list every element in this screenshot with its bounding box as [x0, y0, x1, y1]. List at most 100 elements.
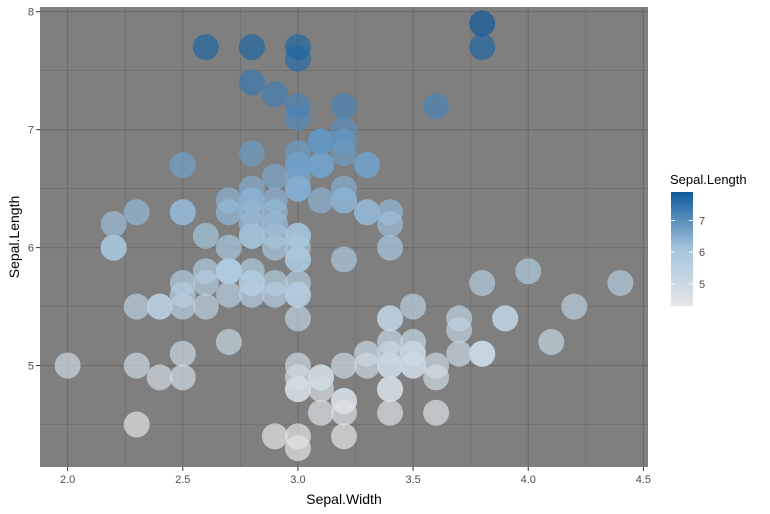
data-point [123, 411, 150, 438]
data-point [331, 399, 357, 426]
data-point [215, 234, 242, 261]
data-point [238, 199, 265, 226]
data-point [284, 175, 311, 202]
y-tick-label: 8 [28, 7, 34, 19]
data-point [238, 69, 265, 96]
data-point [354, 199, 381, 226]
data-point [215, 258, 242, 285]
x-axis: 2.0 2.5 3.0 3.5 4.0 4.5 [60, 467, 651, 486]
legend-colorbar [671, 192, 693, 306]
data-point [331, 423, 357, 450]
data-point [561, 293, 588, 320]
data-point [423, 399, 450, 426]
data-point [400, 293, 427, 320]
data-point [354, 152, 381, 179]
data-point [169, 340, 196, 367]
data-point [192, 222, 219, 249]
data-point [261, 199, 288, 226]
data-point [215, 199, 242, 226]
legend-title: Sepal.Length [670, 172, 747, 187]
data-point [284, 152, 311, 179]
data-point [423, 93, 450, 120]
data-point [400, 352, 427, 379]
data-point [469, 270, 496, 296]
data-point [261, 270, 288, 296]
x-tick-label: 3.5 [405, 474, 420, 486]
data-point [377, 399, 404, 426]
data-point [331, 352, 357, 379]
data-point [446, 340, 473, 367]
data-point [123, 352, 150, 379]
data-point [307, 399, 334, 426]
data-point [238, 258, 265, 285]
data-points [54, 10, 634, 462]
data-point [192, 34, 219, 61]
data-point [169, 364, 196, 391]
data-point [284, 34, 311, 61]
data-point [377, 305, 404, 332]
data-point [238, 34, 265, 61]
data-point [331, 140, 357, 167]
data-point [123, 199, 150, 226]
data-point [446, 317, 473, 344]
data-point [146, 364, 173, 391]
y-tick-label: 7 [28, 125, 34, 137]
data-point [469, 34, 496, 61]
data-point [307, 128, 334, 155]
data-point [331, 246, 357, 273]
x-tick-label: 2.5 [175, 474, 190, 486]
data-point [215, 281, 242, 308]
data-point [54, 352, 81, 379]
data-point [377, 234, 404, 261]
data-point [607, 270, 634, 296]
legend-tick-label: 7 [699, 216, 705, 228]
y-tick-label: 5 [28, 361, 34, 373]
data-point [400, 328, 427, 355]
data-point [238, 281, 265, 308]
data-point [307, 187, 334, 214]
data-point [261, 423, 288, 450]
data-point [192, 258, 219, 285]
data-point [284, 270, 311, 296]
x-tick-label: 4.5 [636, 474, 651, 486]
data-point [284, 246, 311, 273]
legend-ticks: 5 6 7 [671, 216, 705, 291]
data-point [284, 305, 311, 332]
data-point [331, 93, 357, 120]
data-point [307, 152, 334, 179]
data-point [169, 270, 196, 296]
data-point [169, 152, 196, 179]
data-point [169, 199, 196, 226]
data-point [377, 211, 404, 238]
data-point [538, 328, 565, 355]
data-point [354, 352, 381, 379]
data-point [331, 187, 357, 214]
data-point [100, 211, 127, 238]
legend: Sepal.Length 5 6 7 [670, 172, 747, 306]
data-point [469, 10, 496, 37]
data-point [492, 305, 519, 332]
data-point [261, 81, 288, 108]
data-point [123, 293, 150, 320]
data-point [192, 293, 219, 320]
data-point [515, 258, 542, 285]
x-tick-label: 4.0 [521, 474, 536, 486]
data-point [169, 293, 196, 320]
y-axis: 5 6 7 8 [28, 7, 40, 373]
data-point [284, 423, 311, 450]
x-tick-label: 3.0 [290, 474, 305, 486]
y-tick-label: 6 [28, 243, 34, 255]
data-point [146, 293, 173, 320]
data-point [377, 340, 404, 367]
data-point [284, 352, 311, 379]
data-point [284, 376, 311, 403]
data-point [261, 234, 288, 261]
data-point [377, 376, 404, 403]
y-axis-title: Sepal.Length [6, 196, 22, 279]
data-point [423, 364, 450, 391]
data-point [215, 328, 242, 355]
data-point [238, 140, 265, 167]
data-point [261, 163, 288, 190]
